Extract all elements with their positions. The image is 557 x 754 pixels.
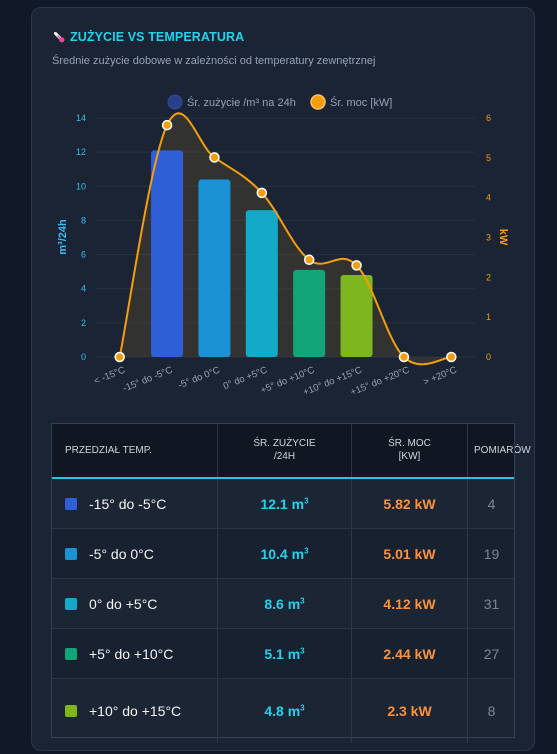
range-label: +5° do +10°C	[89, 645, 174, 662]
power-cell: 2.44 kW	[351, 628, 468, 679]
card-title: ZUŻYCIE VS TEMPERATURA	[52, 28, 244, 46]
range-label: +10° do +15°C	[89, 703, 182, 719]
range-cell: 0° do +5°C	[51, 578, 218, 629]
power-point	[209, 152, 220, 163]
consumption-bar	[198, 179, 231, 357]
count-cell: 31	[467, 578, 515, 629]
y-tick-label: 8	[81, 215, 86, 225]
consumption-bar	[245, 210, 278, 357]
unit-superscript: 3	[304, 545, 309, 555]
y-tick-label: 12	[76, 147, 86, 157]
y2-tick-label: 5	[486, 153, 491, 163]
power-cell: 5.01 kW	[351, 528, 468, 579]
range-cell: -15° do -5°C	[51, 477, 218, 529]
range-label: 0° do +5°C	[89, 595, 158, 612]
column-header-power-text: ŚR. MOC [KW]	[388, 438, 431, 462]
power-point	[161, 119, 173, 131]
thermometer-icon	[53, 31, 65, 43]
column-header-consumption-text: ŚR. ZUŻYCIE /24H	[253, 438, 316, 462]
power-cell: 5.82 kW	[351, 477, 468, 529]
table-row: +5° do +10°C 5.1 m3 2.44 kW 27	[51, 628, 515, 679]
unit-superscript: 3	[304, 495, 309, 505]
unit-superscript: 3	[300, 703, 305, 713]
count-cell: 27	[467, 628, 515, 679]
table-row: -15° do -5°C 12.1 m3 5.82 kW 4	[51, 477, 515, 529]
power-point	[114, 351, 125, 363]
consumption-cell: 4.8 m3	[217, 678, 352, 743]
power-point	[398, 351, 410, 363]
y-tick-label: 10	[76, 181, 86, 191]
column-header-count[interactable]: POMIARÓW	[467, 423, 531, 479]
color-swatch	[65, 597, 77, 610]
legend-swatch-consumption	[167, 94, 183, 110]
power-cell: 4.12 kW	[351, 578, 468, 629]
power-point	[446, 351, 457, 363]
consumption-cell: 10.4 m3	[217, 528, 352, 579]
consumption-value: 10.4 m	[260, 545, 305, 562]
consumption-bar	[293, 269, 326, 357]
y-tick-label: 0	[81, 352, 86, 362]
consumption-cell: 5.1 m3	[217, 628, 352, 679]
x-tick-label: -5° do 0°C	[177, 365, 222, 392]
x-tick-label: -15° do -5°C	[121, 365, 174, 395]
column-header-power[interactable]: ŚR. MOC [KW]	[351, 423, 468, 479]
consumption-value: 5.1 m	[264, 645, 301, 662]
color-swatch	[65, 647, 77, 660]
card-title-text: ZUŻYCIE VS TEMPERATURA	[70, 30, 245, 44]
consumption-bar	[151, 150, 184, 357]
consumption-value: 4.8 m	[264, 703, 301, 719]
power-line	[118, 112, 452, 366]
legend-swatch-power	[310, 94, 326, 110]
legend-label-consumption: Śr. zużycie /m³ na 24h	[187, 96, 296, 109]
consumption-bar	[340, 275, 373, 357]
y-tick-label: 14	[76, 113, 86, 123]
card-subtitle: Średnie zużycie dobowe w zależności od t…	[52, 55, 376, 67]
unit-superscript: 3	[300, 645, 305, 655]
table-row: -5° do 0°C 10.4 m3 5.01 kW 19	[51, 528, 515, 579]
color-swatch	[65, 497, 77, 510]
column-header-range[interactable]: PRZEDZIAŁ TEMP.	[51, 423, 218, 479]
y2-tick-label: 1	[486, 312, 491, 322]
range-label: -15° do -5°C	[89, 495, 167, 512]
range-label: -5° do 0°C	[89, 545, 154, 562]
column-header-consumption[interactable]: ŚR. ZUŻYCIE /24H	[217, 423, 352, 479]
y-tick-label: 6	[81, 250, 86, 260]
table-header-row: PRZEDZIAŁ TEMP. ŚR. ZUŻYCIE /24H ŚR. MOC…	[51, 423, 531, 479]
y-tick-label: 4	[81, 284, 86, 294]
y-axis-title: m³/24h	[57, 219, 69, 255]
x-tick-label: > +20°C	[422, 365, 459, 388]
power-point	[351, 260, 362, 271]
color-swatch	[65, 705, 77, 717]
y2-tick-label: 2	[486, 272, 491, 282]
power-cell: 2.3 kW	[351, 678, 468, 743]
unit-superscript: 3	[300, 595, 305, 605]
range-cell: -5° do 0°C	[51, 528, 218, 579]
range-cell: +10° do +15°C	[51, 678, 218, 743]
y2-tick-label: 4	[486, 193, 491, 203]
consumption-cell: 12.1 m3	[217, 477, 352, 529]
consumption-value: 8.6 m	[264, 595, 301, 612]
table-row: +10° do +15°C 4.8 m3 2.3 kW 8	[51, 678, 515, 743]
table-row: 0° do +5°C 8.6 m3 4.12 kW 31	[51, 578, 515, 629]
color-swatch	[65, 547, 77, 560]
y-tick-label: 2	[81, 318, 86, 328]
power-point	[256, 187, 268, 199]
consumption-cell: 8.6 m3	[217, 578, 352, 629]
y2-tick-label: 0	[486, 352, 491, 362]
y2-tick-label: 3	[486, 233, 491, 243]
count-cell: 19	[467, 528, 515, 579]
y2-axis-title: kW	[497, 229, 509, 246]
count-cell: 8	[467, 678, 515, 743]
legend-label-power: Śr. moc [kW]	[330, 96, 392, 109]
y2-tick-label: 6	[486, 113, 491, 123]
count-cell: 4	[467, 477, 515, 529]
consumption-value: 12.1 m	[260, 495, 305, 512]
range-cell: +5° do +10°C	[51, 628, 218, 679]
power-point	[303, 254, 315, 266]
consumption-table: PRZEDZIAŁ TEMP. ŚR. ZUŻYCIE /24H ŚR. MOC…	[51, 423, 531, 743]
